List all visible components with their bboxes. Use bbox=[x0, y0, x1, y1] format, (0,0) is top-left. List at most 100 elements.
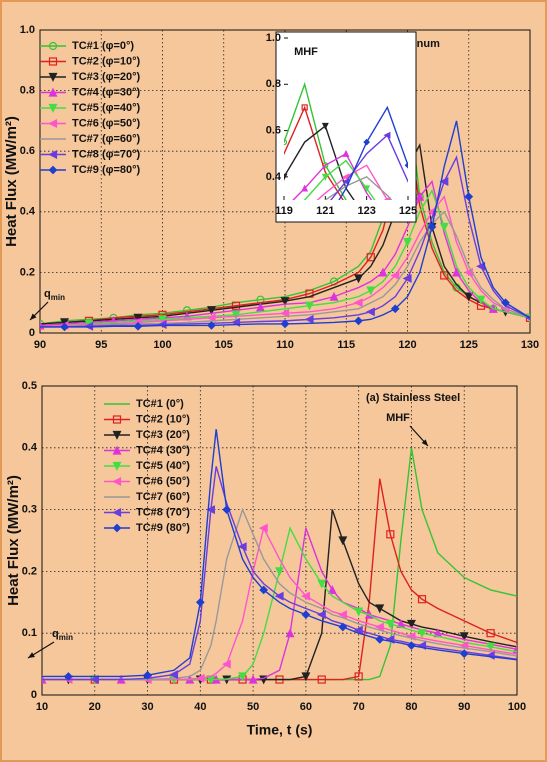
marker bbox=[157, 320, 167, 329]
legend-label: TC#6 (φ=50°) bbox=[72, 117, 141, 129]
inset-title: MHF bbox=[294, 46, 318, 58]
x-tick-label: 110 bbox=[276, 339, 294, 351]
legend-label: TC#8 (φ=70°) bbox=[72, 148, 141, 160]
inset-lines bbox=[284, 81, 408, 200]
legend-label: TC#1 (φ=0°) bbox=[72, 40, 134, 52]
annotation: MHF bbox=[386, 412, 410, 424]
inset-y-tick-label: 0.4 bbox=[266, 171, 282, 183]
x-tick-label: 90 bbox=[34, 339, 46, 351]
marker bbox=[112, 523, 122, 533]
y-tick-label: 0.3 bbox=[22, 504, 37, 516]
marker bbox=[439, 222, 449, 232]
marker bbox=[317, 675, 326, 684]
legend-label: TC#9 (80°) bbox=[136, 522, 190, 534]
marker bbox=[378, 267, 388, 277]
marker bbox=[64, 672, 73, 681]
arrow-head bbox=[28, 652, 35, 658]
inset-x-tick-label: 119 bbox=[275, 205, 293, 217]
marker bbox=[353, 298, 363, 308]
x-tick-label: 50 bbox=[247, 701, 259, 713]
marker bbox=[169, 670, 179, 680]
legend-label: TC#7 (60°) bbox=[136, 491, 190, 503]
marker bbox=[301, 591, 310, 601]
marker bbox=[464, 192, 474, 201]
x-tick-label: 105 bbox=[215, 339, 233, 351]
marker bbox=[464, 292, 474, 302]
marker bbox=[427, 222, 437, 232]
line bbox=[40, 210, 530, 328]
marker bbox=[231, 301, 241, 310]
marker bbox=[195, 673, 205, 683]
x-tick-label: 70 bbox=[353, 701, 365, 713]
marker bbox=[337, 610, 347, 620]
inset-x-tick-label: 121 bbox=[316, 205, 334, 217]
marker bbox=[284, 139, 288, 146]
marker bbox=[284, 173, 288, 181]
marker bbox=[415, 191, 425, 201]
marker bbox=[305, 301, 314, 311]
marker bbox=[390, 270, 400, 280]
annotation-text: q bbox=[44, 288, 51, 300]
x-tick-label: 60 bbox=[300, 701, 312, 713]
line bbox=[42, 507, 517, 681]
line bbox=[338, 105, 408, 200]
marker bbox=[48, 150, 58, 159]
marker bbox=[206, 313, 216, 323]
marker bbox=[48, 72, 58, 82]
marker bbox=[112, 430, 122, 440]
arrow-head bbox=[421, 439, 428, 446]
plot-frame bbox=[39, 29, 531, 334]
annotation: (a) Stainless Steel bbox=[366, 392, 460, 404]
marker bbox=[365, 307, 375, 317]
legend-label: TC#8 (70°) bbox=[136, 506, 190, 518]
x-tick-label: 115 bbox=[337, 339, 355, 351]
y-tick-label: 0.1 bbox=[22, 627, 37, 639]
legend-label: TC#5 (40°) bbox=[136, 460, 190, 472]
marker bbox=[338, 536, 348, 546]
marker bbox=[112, 445, 122, 455]
marker bbox=[375, 635, 385, 644]
marker bbox=[48, 103, 58, 113]
marker bbox=[402, 273, 412, 283]
marker bbox=[321, 122, 329, 130]
legend-label: TC#5 (φ=40°) bbox=[72, 102, 141, 114]
y-tick-label: 0.8 bbox=[20, 85, 35, 97]
marker bbox=[258, 523, 268, 533]
chart: 90 95 100 105 110 115 120 125 130 0 0.2 0.4 0.6 0.8 1.… bbox=[3, 24, 539, 351]
marker bbox=[417, 595, 427, 604]
marker bbox=[231, 310, 241, 320]
inset-x-tick-label: 125 bbox=[399, 205, 417, 217]
inset-y-tick-label: 0.8 bbox=[266, 78, 281, 90]
marker bbox=[439, 177, 449, 186]
marker bbox=[275, 567, 284, 577]
marker bbox=[354, 672, 363, 681]
marker bbox=[386, 530, 395, 539]
marker bbox=[133, 313, 143, 323]
marker bbox=[317, 579, 327, 589]
y-tick-label: 0.6 bbox=[20, 145, 35, 157]
marker bbox=[390, 304, 400, 314]
marker bbox=[329, 291, 339, 301]
marker bbox=[403, 238, 412, 247]
marker bbox=[48, 119, 58, 128]
line bbox=[40, 179, 530, 327]
marker bbox=[222, 505, 232, 514]
marker bbox=[237, 542, 247, 552]
y-tick-label: 0.4 bbox=[22, 442, 38, 454]
marker bbox=[207, 321, 216, 330]
y-tick-label: 0 bbox=[31, 689, 37, 701]
y-tick-label: 0.4 bbox=[20, 206, 36, 218]
charts: 90 95 100 105 110 115 120 125 13000.20.40.60.81.… bbox=[3, 24, 539, 738]
x-tick-label: 10 bbox=[36, 701, 48, 713]
legend-label: TC#2 (10°) bbox=[136, 413, 190, 425]
marker bbox=[383, 196, 391, 200]
marker bbox=[375, 604, 385, 614]
marker bbox=[407, 641, 416, 650]
line bbox=[40, 155, 530, 328]
x-tick-label: 80 bbox=[405, 701, 417, 713]
x-tick-label: 90 bbox=[458, 701, 470, 713]
line bbox=[40, 188, 530, 328]
legend-label: TC#9 (φ=80°) bbox=[72, 164, 141, 176]
marker bbox=[301, 672, 311, 682]
marker bbox=[301, 184, 309, 192]
